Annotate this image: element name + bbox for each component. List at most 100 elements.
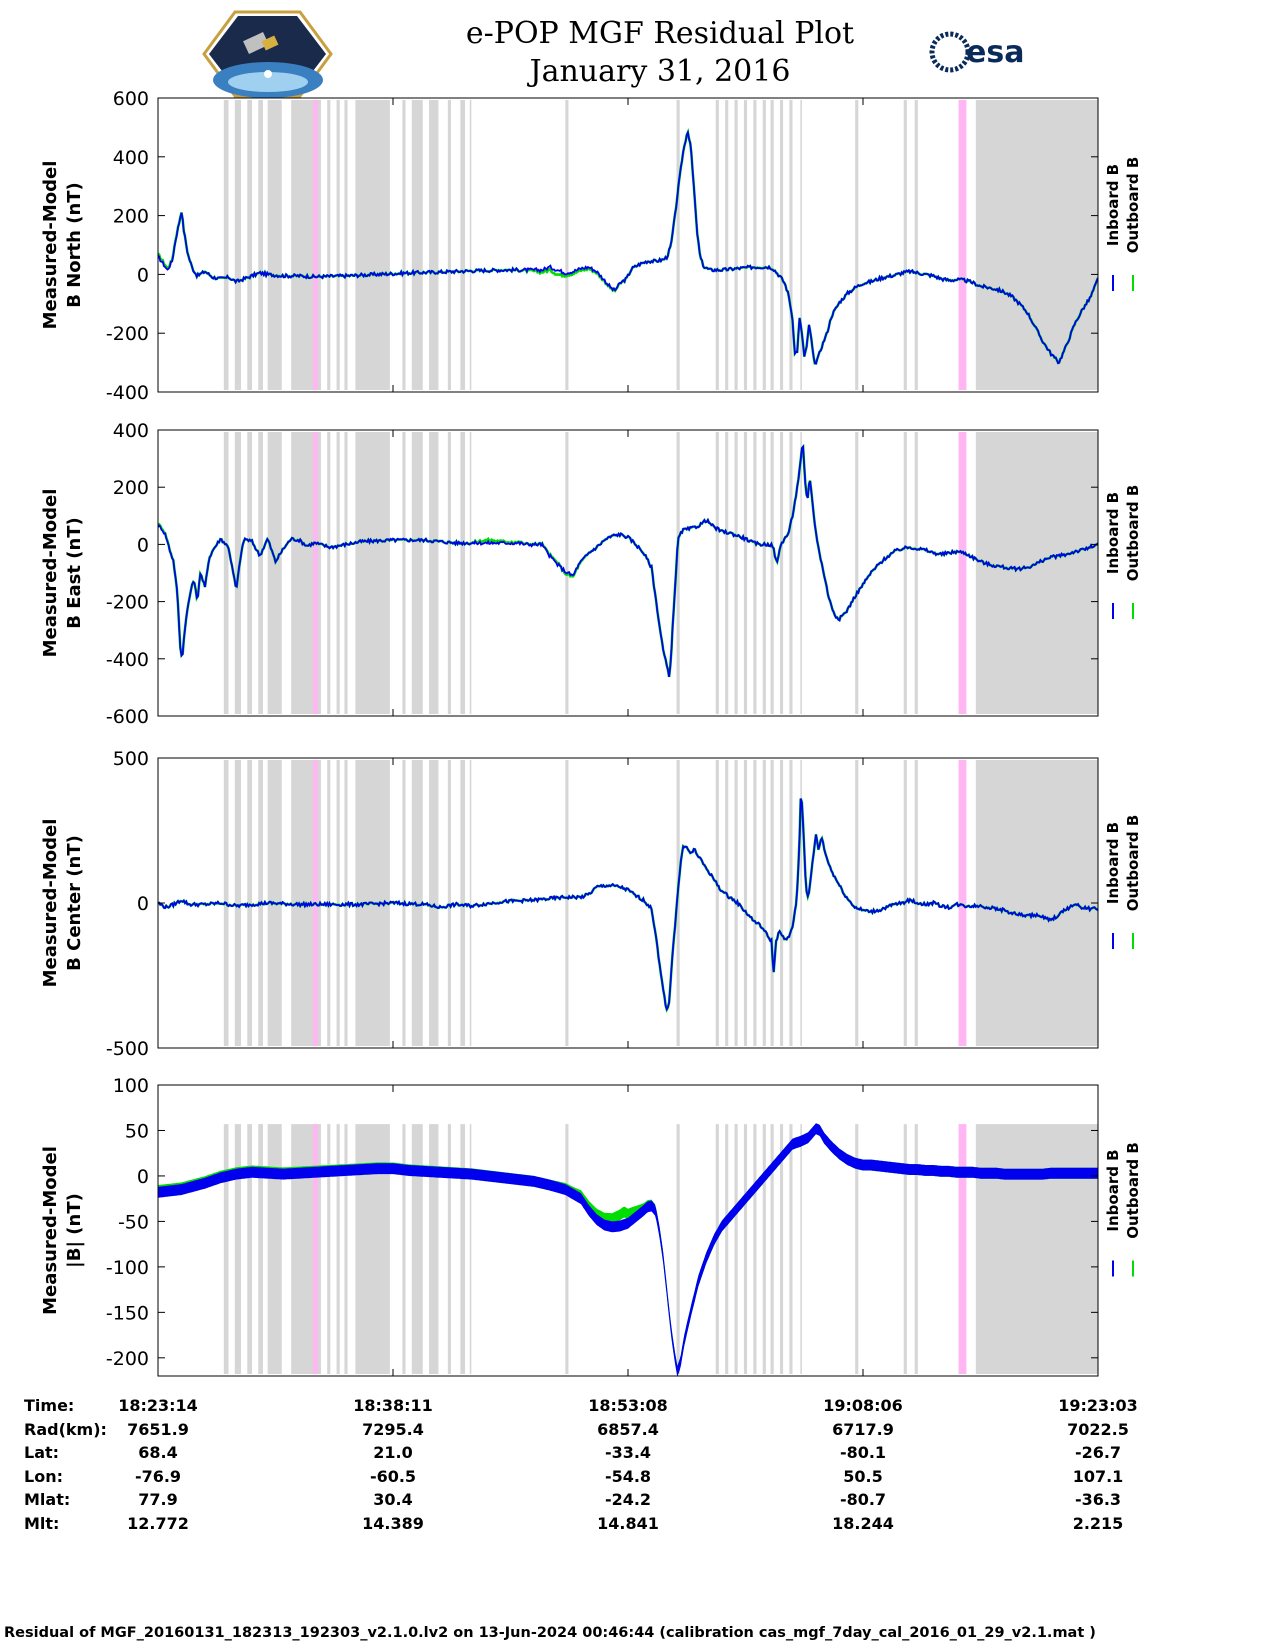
gray-interval-26 [789,100,793,390]
gray-interval-24 [770,432,774,714]
legend-label: Outboard B [1124,815,1142,912]
gray-interval-11 [411,1124,423,1374]
ytick-label: 0 [137,1166,149,1188]
ytick-label: -200 [106,1348,149,1370]
gray-interval-26 [789,760,793,1046]
gray-interval-12 [429,760,439,1046]
gray-interval-31 [975,100,1098,390]
ytick-label: 400 [113,147,149,169]
yaxis-label-line: B Center (nT) [64,835,85,971]
mlat-value: 30.4 [373,1490,413,1509]
gray-interval-14 [460,100,466,390]
gray-interval-23 [762,432,766,714]
mlat-value: -24.2 [604,1490,652,1509]
ytick-label: -500 [106,1038,149,1060]
gray-interval-4 [267,100,282,390]
rad-value: 7295.4 [362,1420,424,1439]
gray-interval-13 [447,760,451,1046]
rad-label: Rad(km): [24,1420,107,1439]
plot-title: e-POP MGF Residual Plot [465,16,855,51]
legend-label: Inboard B [1104,1149,1122,1231]
gray-interval-21 [743,760,748,1046]
gray-interval-22 [753,760,757,1046]
gray-interval-27 [800,760,802,1046]
gray-interval-19 [725,100,729,390]
gray-interval-8 [344,432,348,714]
gray-interval-0 [223,100,229,390]
gray-interval-12 [429,1124,439,1374]
gray-interval-31 [975,1124,1098,1374]
gray-interval-16 [565,1124,569,1374]
gray-interval-11 [411,432,423,714]
gray-interval-17 [676,432,680,714]
panel-2: 400 200 0 -200 -400 -600 Measured-Model B East … [40,420,1142,728]
gray-interval-18 [715,760,719,1046]
ytick-label: -400 [106,649,149,671]
gray-interval-15 [469,100,472,390]
gray-interval-16 [565,100,569,390]
legend-label: Outboard B [1124,485,1142,582]
gray-interval-9 [355,100,390,390]
gray-interval-1 [234,1124,242,1374]
lon-value: 50.5 [843,1467,883,1486]
legend: Inboard B Outboard B [1104,485,1142,619]
mlt-value: 2.215 [1072,1514,1124,1533]
ytick-label: 400 [113,420,149,442]
ytick-label: 600 [113,88,149,110]
gray-interval-7 [336,760,340,1046]
gray-interval-22 [753,1124,757,1374]
gray-interval-3 [258,100,263,390]
mlt-value: 14.389 [362,1514,424,1533]
lon-value: -60.5 [369,1467,417,1486]
gray-interval-13 [447,1124,451,1374]
gray-interval-4 [267,1124,282,1374]
gray-interval-7 [336,432,340,714]
yaxis-label: Measured-Model B Center (nT) [40,819,85,988]
lat-label: Lat: [24,1443,60,1462]
gray-interval-26 [789,1124,793,1374]
time-value: 18:53:08 [588,1396,668,1415]
lon-value: -76.9 [134,1467,182,1486]
pink-interval-1 [958,760,967,1046]
ytick-label: 50 [125,1120,149,1142]
lat-value: -80.1 [839,1443,887,1462]
gray-interval-17 [676,1124,680,1374]
mlt-value: 14.841 [597,1514,659,1533]
gray-interval-7 [336,1124,340,1374]
gray-interval-15 [469,760,472,1046]
ytick-label: -50 [118,1211,149,1233]
gray-interval-30 [914,432,918,714]
esa-logo-text: esa [966,35,1024,70]
gray-interval-24 [770,1124,774,1374]
legend-label: Outboard B [1124,157,1142,254]
gray-interval-2 [247,760,252,1046]
gray-interval-25 [779,760,784,1046]
series-inboard-b [158,129,1098,365]
gray-interval-1 [234,100,242,390]
yaxis-label: Measured-Model B East (nT) [40,489,85,658]
gray-interval-20 [734,1124,738,1374]
ytick-label: -200 [106,323,149,345]
yaxis-label-line: B East (nT) [64,517,85,629]
pink-interval-1 [958,1124,967,1374]
gray-interval-21 [743,432,748,714]
gray-interval-3 [258,432,263,714]
gray-interval-11 [411,760,423,1046]
gray-interval-18 [715,432,719,714]
gray-interval-0 [223,432,229,714]
gray-interval-20 [734,100,738,390]
gray-interval-4 [267,432,282,714]
rad-value: 6857.4 [597,1420,659,1439]
gray-interval-26 [789,432,793,714]
ytick-label: -400 [106,382,149,404]
gray-interval-19 [725,760,729,1046]
gray-interval-28 [855,432,859,714]
gray-interval-25 [779,432,784,714]
gray-interval-16 [565,760,569,1046]
gray-interval-27 [800,100,802,390]
gray-interval-12 [429,100,439,390]
lat-value: 68.4 [138,1443,178,1462]
gray-interval-25 [779,100,784,390]
gray-interval-14 [460,1124,466,1374]
